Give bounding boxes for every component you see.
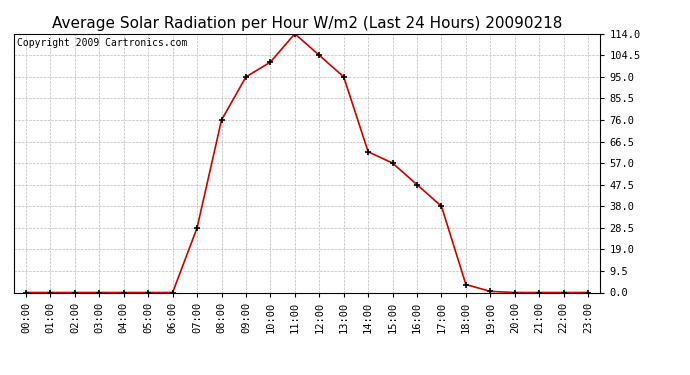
Title: Average Solar Radiation per Hour W/m2 (Last 24 Hours) 20090218: Average Solar Radiation per Hour W/m2 (L… — [52, 16, 562, 31]
Text: Copyright 2009 Cartronics.com: Copyright 2009 Cartronics.com — [17, 38, 187, 48]
